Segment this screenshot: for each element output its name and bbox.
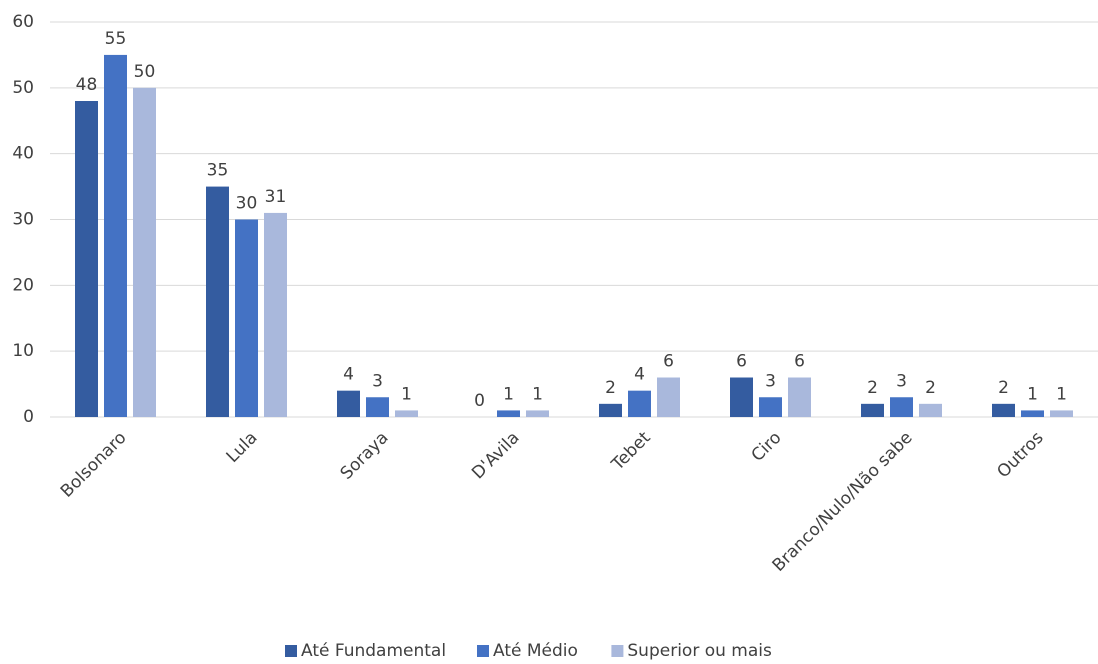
bar (890, 397, 913, 417)
bar (366, 397, 389, 417)
x-tick-label: D'Avila (468, 428, 523, 483)
bar (1021, 410, 1044, 417)
bar (206, 186, 229, 417)
data-label: 1 (503, 384, 514, 404)
y-tick-label: 30 (12, 210, 34, 230)
bar (759, 397, 782, 417)
bar (628, 390, 651, 417)
data-label: 35 (207, 161, 229, 181)
bar (526, 410, 549, 417)
legend-label: Até Fundamental (301, 641, 446, 661)
data-label: 50 (134, 62, 156, 82)
bar (337, 390, 360, 417)
x-tick-label: Bolsonaro (57, 428, 131, 502)
bar (395, 410, 418, 417)
y-tick-label: 10 (12, 341, 34, 361)
data-label: 2 (998, 378, 1009, 398)
y-tick-label: 0 (23, 407, 34, 427)
data-label: 6 (663, 352, 674, 372)
data-label: 3 (765, 371, 776, 391)
bar (992, 403, 1015, 417)
legend-swatch (285, 645, 297, 657)
data-label: 2 (867, 378, 878, 398)
y-tick-label: 60 (12, 12, 34, 32)
y-tick-label: 50 (12, 78, 34, 98)
bar (599, 403, 622, 417)
x-tick-label: Soraya (337, 428, 393, 484)
data-label: 2 (925, 378, 936, 398)
x-tick-label: Outros (993, 428, 1047, 482)
x-tick-label: Tebet (607, 428, 655, 476)
data-label: 1 (401, 384, 412, 404)
x-tick-label: Branco/Nulo/Não sabe (769, 428, 917, 576)
bar (75, 101, 98, 417)
bar (1050, 410, 1073, 417)
bar (657, 377, 680, 417)
y-tick-label: 40 (12, 144, 34, 164)
bar (730, 377, 753, 417)
legend-label: Até Médio (493, 641, 578, 661)
data-label: 3 (896, 371, 907, 391)
data-label: 6 (736, 352, 747, 372)
data-label: 1 (532, 384, 543, 404)
legend-swatch (477, 645, 489, 657)
data-label: 30 (236, 194, 258, 214)
data-label: 55 (105, 29, 127, 49)
bar (133, 87, 156, 417)
data-label: 1 (1027, 384, 1038, 404)
data-label: 4 (343, 365, 354, 385)
bar (264, 212, 287, 417)
x-tick-label: Ciro (748, 428, 786, 466)
data-label: 2 (605, 378, 616, 398)
bar (788, 377, 811, 417)
bar (919, 403, 942, 417)
bar (235, 219, 258, 417)
data-label: 48 (76, 75, 98, 95)
bar (497, 410, 520, 417)
y-tick-label: 20 (12, 275, 34, 295)
data-label: 1 (1056, 384, 1067, 404)
data-label: 0 (474, 391, 485, 411)
data-label: 3 (372, 371, 383, 391)
x-tick-label: Lula (223, 428, 262, 467)
data-label: 4 (634, 365, 645, 385)
bar (861, 403, 884, 417)
bar (104, 54, 127, 418)
data-label: 31 (265, 187, 287, 207)
data-label: 6 (794, 352, 805, 372)
legend-label: Superior ou mais (627, 641, 772, 661)
legend-swatch (611, 645, 624, 657)
